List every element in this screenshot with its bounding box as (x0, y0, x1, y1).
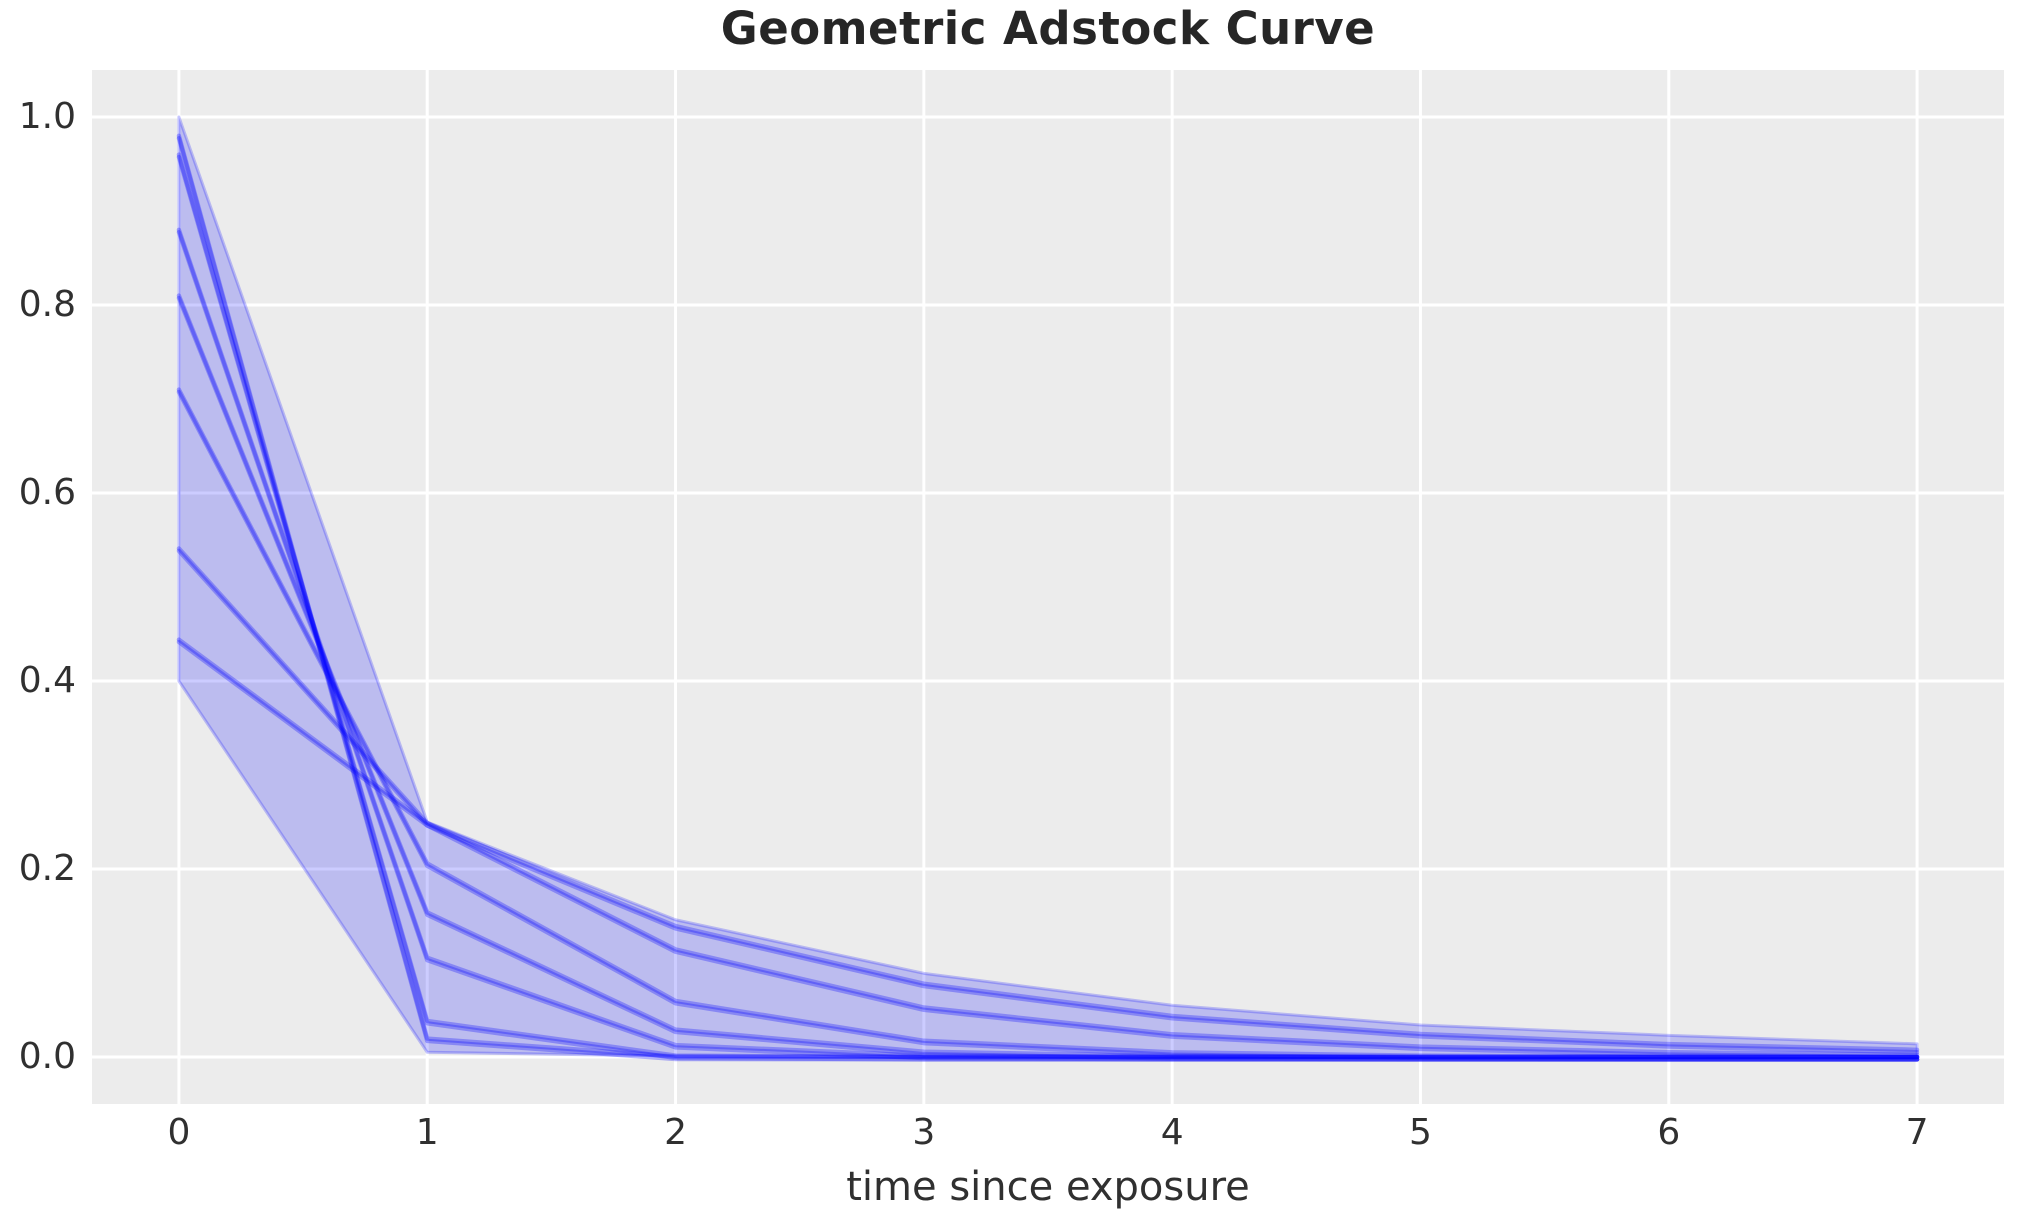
plot-background (92, 70, 2004, 1104)
sample-curve (176, 154, 1920, 1062)
y-tick-label: 0.2 (18, 848, 76, 889)
sample-curve (176, 389, 1920, 1062)
x-tick-label: 4 (1160, 1112, 1184, 1153)
sample-curve (176, 229, 1920, 1062)
y-tick-label: 0.8 (18, 284, 76, 325)
hdi-band (177, 115, 1919, 1059)
x-tick-label: 5 (1409, 1112, 1432, 1153)
x-tick-label: 6 (1657, 1112, 1681, 1153)
sample-curve (176, 293, 1920, 1060)
sample-curve (176, 387, 1920, 1060)
sample-curve (176, 152, 1920, 1060)
y-tick-label: 1.0 (18, 96, 76, 137)
sample-curve (176, 133, 1920, 1060)
sample-curve (176, 548, 1920, 1060)
sample-curve (176, 295, 1920, 1062)
sample-curve (176, 227, 1920, 1060)
y-tick-label: 0.6 (18, 472, 76, 513)
sample-curve (176, 135, 1920, 1062)
x-tick-label: 2 (664, 1112, 687, 1153)
x-axis-label: time since exposure (846, 1164, 1250, 1210)
x-tick-label: 3 (912, 1112, 936, 1153)
y-tick-label: 0.0 (18, 1036, 76, 1077)
y-tick-label: 0.4 (18, 660, 76, 701)
chart-title: Geometric Adstock Curve (720, 2, 1376, 55)
x-tick-label: 0 (167, 1112, 191, 1153)
sample-curve (176, 639, 1920, 1055)
x-tick-label: 7 (1905, 1112, 1929, 1153)
x-tick-label: 1 (415, 1112, 439, 1153)
sample-curve (176, 637, 1920, 1052)
sample-curve (176, 546, 1920, 1057)
